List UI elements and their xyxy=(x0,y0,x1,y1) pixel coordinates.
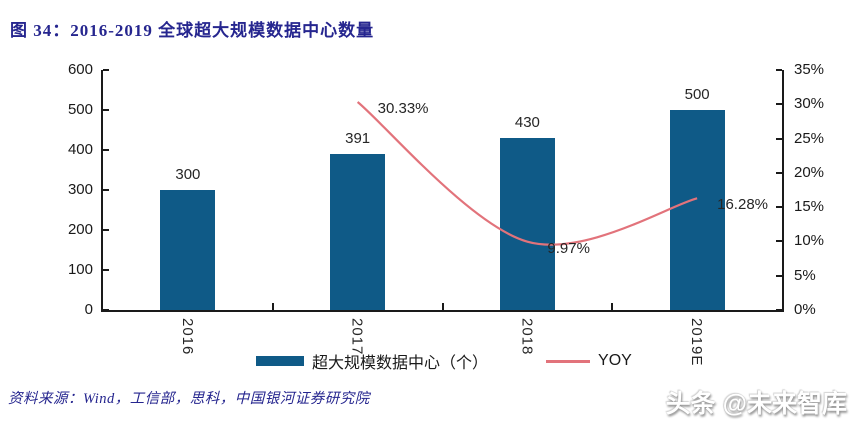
x-axis-tick xyxy=(441,303,444,310)
right-axis-tick xyxy=(776,309,782,311)
x-axis-label-2018: 2018 xyxy=(518,318,536,356)
right-axis-tick xyxy=(776,274,782,277)
line-series-swatch xyxy=(546,359,591,363)
right-axis-tick-label: 20% xyxy=(794,163,825,181)
bar-value-label: 300 xyxy=(175,166,201,183)
bar-series-label: 超大规模数据中心（个） xyxy=(312,355,489,372)
left-axis-tick-label: 400 xyxy=(67,141,93,158)
yoy-value-label: 30.33% xyxy=(377,100,429,118)
x-axis-label-2019e: 2019E xyxy=(688,318,706,367)
legend-item-yoy: YOY xyxy=(546,352,632,370)
bar-value-label: 391 xyxy=(345,129,371,147)
x-axis-tick xyxy=(611,303,614,310)
left-axis-tick xyxy=(103,109,109,111)
x-axis-label-2016: 2016 xyxy=(178,318,196,356)
yoy-line xyxy=(356,101,698,246)
left-axis-tick xyxy=(103,309,109,311)
left-axis-tick-label: 200 xyxy=(67,221,93,238)
right-axis-tick-label: 0% xyxy=(794,301,816,318)
right-axis-tick xyxy=(776,206,782,209)
right-axis-tick-label: 15% xyxy=(794,198,825,216)
right-axis-tick xyxy=(776,69,782,71)
left-axis-tick xyxy=(103,69,109,71)
line-series-label: YOY xyxy=(598,352,632,369)
source-note: 资料来源：Wind，工信部，思科，中国银河证券研究院 xyxy=(8,391,370,407)
bar-hyperscale-datacenter xyxy=(330,153,386,310)
right-axis-tick-label: 10% xyxy=(794,232,825,250)
right-axis-tick-label: 5% xyxy=(794,266,816,284)
bar-hyperscale-datacenter xyxy=(669,110,725,310)
right-axis-tick xyxy=(776,240,782,243)
x-axis-tick xyxy=(271,303,274,310)
x-axis-label-2017: 2017 xyxy=(348,318,366,356)
figure-title: 图 34：2016-2019 全球超大规模数据中心数量 xyxy=(10,21,375,40)
bar-hyperscale-datacenter xyxy=(499,138,555,310)
left-axis-tick-label: 0 xyxy=(84,301,93,318)
watermark: 头条 @未来智库 xyxy=(665,390,847,418)
bar-series-swatch xyxy=(256,356,304,366)
left-axis-tick-label: 300 xyxy=(67,181,93,198)
left-axis-tick xyxy=(103,189,109,191)
x-axis-line xyxy=(101,310,784,312)
yoy-value-label: 9.97% xyxy=(547,239,590,257)
left-axis-line xyxy=(101,70,103,312)
left-axis-tick-label: 500 xyxy=(67,101,93,118)
left-axis-tick-label: 100 xyxy=(67,261,93,278)
bar-value-label: 430 xyxy=(514,114,540,131)
left-axis-tick-label: 600 xyxy=(67,61,93,78)
right-axis-tick xyxy=(776,171,782,174)
right-axis-tick xyxy=(776,137,782,140)
legend: 超大规模数据中心（个） YOY xyxy=(256,349,632,373)
legend-item-datacenters: 超大规模数据中心（个） xyxy=(256,349,488,373)
right-axis-tick-label: 25% xyxy=(794,129,825,147)
bar-value-label: 500 xyxy=(684,86,710,103)
left-axis-tick xyxy=(103,229,109,231)
right-axis-tick-label: 30% xyxy=(794,95,825,113)
right-axis-tick-label: 35% xyxy=(794,61,825,78)
right-axis-tick xyxy=(776,103,782,106)
left-axis-tick xyxy=(103,149,109,151)
yoy-value-label: 16.28% xyxy=(717,196,768,214)
yoy-line-path xyxy=(356,101,698,246)
left-axis-tick xyxy=(103,269,109,271)
bar-hyperscale-datacenter xyxy=(160,190,216,310)
right-axis-line xyxy=(782,70,784,312)
